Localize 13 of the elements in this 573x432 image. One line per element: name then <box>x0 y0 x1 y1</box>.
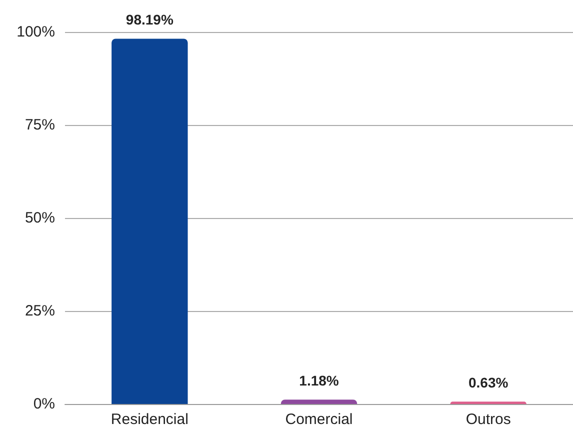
y-tick-label: 100% <box>16 24 55 40</box>
x-tick-label: Residencial <box>110 411 188 428</box>
y-tick-label: 50% <box>24 210 55 226</box>
data-label: 0.63% <box>468 374 509 391</box>
data-label: 1.18% <box>299 372 340 389</box>
bar <box>112 38 188 404</box>
bar <box>280 400 358 404</box>
x-tick-label: Outros <box>466 411 511 428</box>
y-tick-label: 0% <box>33 396 55 412</box>
data-label: 98.19% <box>126 12 174 28</box>
x-tick-label: Comercial <box>285 411 353 428</box>
y-tick-label: 25% <box>24 302 55 320</box>
y-tick-label: 75% <box>24 116 55 134</box>
